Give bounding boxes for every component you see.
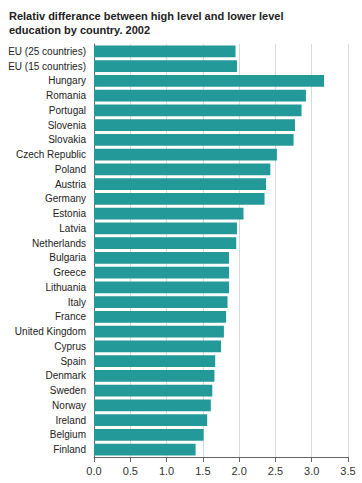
svg-text:3.5: 3.5 (340, 465, 355, 477)
svg-text:2.0: 2.0 (231, 465, 246, 477)
svg-text:Slovenia: Slovenia (48, 120, 87, 131)
svg-text:Relativ differance between hig: Relativ differance between high level an… (9, 10, 287, 22)
svg-text:EU (15 countries): EU (15 countries) (8, 61, 86, 72)
svg-text:Italy: Italy (68, 297, 86, 308)
svg-text:Slovakia: Slovakia (48, 134, 86, 145)
svg-text:Finland: Finland (53, 444, 86, 455)
svg-text:Germany: Germany (45, 193, 86, 204)
svg-text:Bulgaria: Bulgaria (49, 252, 86, 263)
svg-text:Denmark: Denmark (45, 370, 87, 381)
svg-text:3.0: 3.0 (304, 465, 319, 477)
svg-text:Austria: Austria (55, 179, 87, 190)
svg-text:0.0: 0.0 (86, 465, 101, 477)
svg-text:1.0: 1.0 (159, 465, 174, 477)
svg-text:Portugal: Portugal (49, 105, 86, 116)
svg-text:Belgium: Belgium (50, 429, 86, 440)
svg-text:Cyprus: Cyprus (54, 341, 86, 352)
svg-text:Ireland: Ireland (55, 415, 86, 426)
svg-text:1.5: 1.5 (195, 465, 210, 477)
svg-text:Czech Republic: Czech Republic (16, 149, 86, 160)
svg-text:Netherlands: Netherlands (32, 238, 86, 249)
svg-text:2.5: 2.5 (268, 465, 283, 477)
svg-text:Greece: Greece (53, 267, 86, 278)
svg-text:Romania: Romania (46, 90, 86, 101)
svg-text:0.5: 0.5 (123, 465, 138, 477)
svg-text:Lithuania: Lithuania (45, 282, 86, 293)
svg-text:Norway: Norway (52, 400, 86, 411)
svg-text:EU (25 countries): EU (25 countries) (8, 46, 86, 57)
svg-text:Poland: Poland (55, 164, 86, 175)
svg-text:Spain: Spain (60, 356, 86, 367)
svg-text:education by country. 2002: education by country. 2002 (9, 24, 150, 36)
svg-text:Sweden: Sweden (50, 385, 86, 396)
svg-text:France: France (55, 311, 87, 322)
svg-text:Estonia: Estonia (53, 208, 87, 219)
svg-text:United Kingdom: United Kingdom (15, 326, 86, 337)
svg-text:Latvia: Latvia (59, 223, 86, 234)
svg-text:Hungary: Hungary (48, 75, 86, 86)
